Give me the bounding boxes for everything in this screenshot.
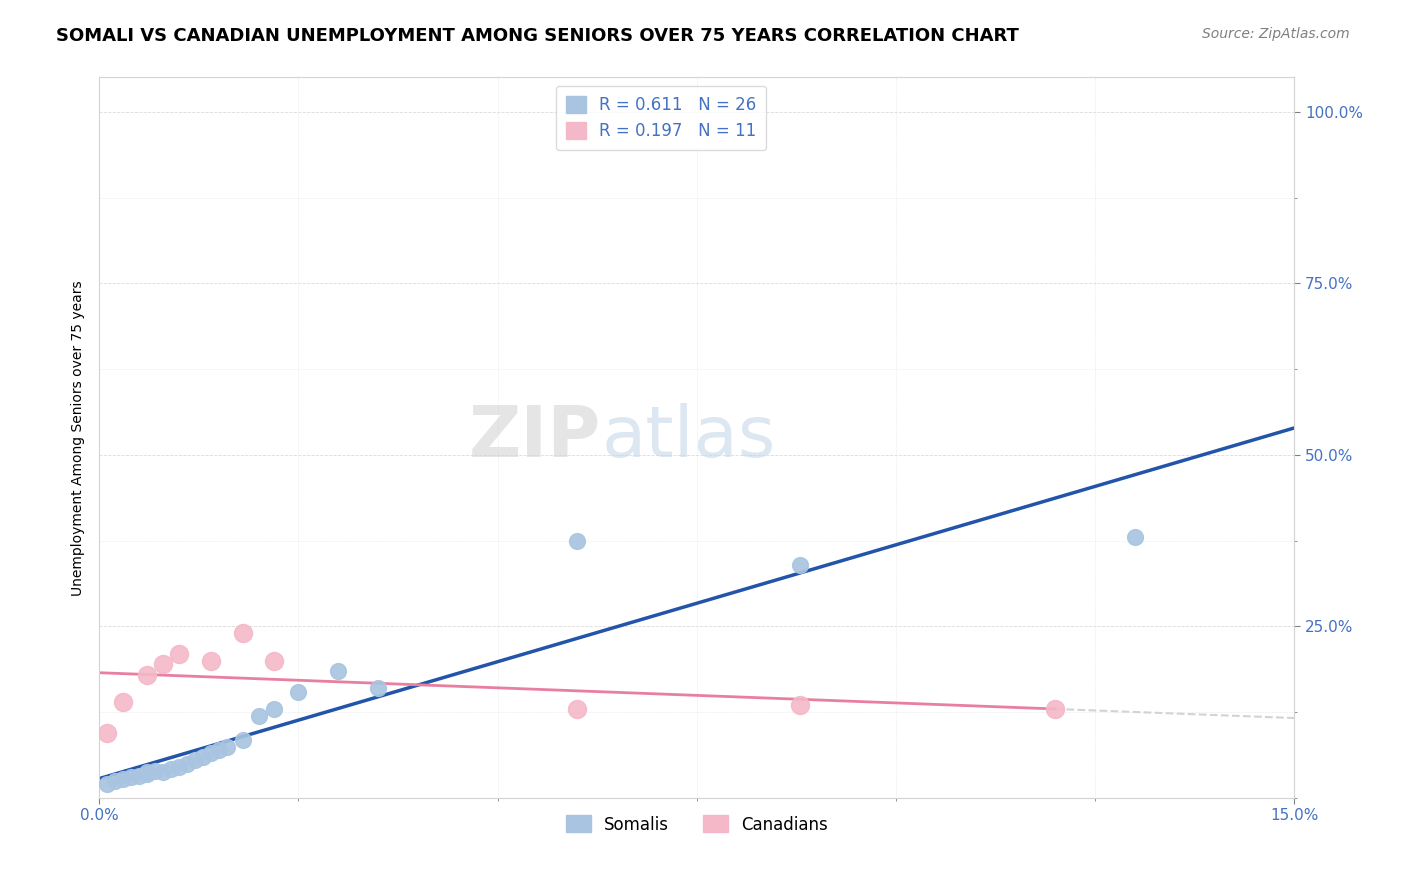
Point <box>112 695 135 709</box>
Point <box>1123 530 1146 544</box>
Text: ZIP: ZIP <box>470 403 602 472</box>
Point <box>143 764 166 778</box>
Point <box>136 667 159 681</box>
Point <box>136 767 159 781</box>
Point <box>247 708 270 723</box>
Point <box>567 533 589 548</box>
Point <box>215 739 238 754</box>
Point <box>200 654 222 668</box>
Point <box>789 558 811 572</box>
Point <box>152 657 174 672</box>
Point <box>191 750 214 764</box>
Point <box>96 726 118 740</box>
Point <box>128 769 150 783</box>
Point <box>167 760 190 774</box>
Text: atlas: atlas <box>602 403 776 472</box>
Point <box>112 772 135 786</box>
Point <box>104 773 127 788</box>
Point <box>1045 702 1067 716</box>
Point <box>160 762 183 776</box>
Point <box>208 743 231 757</box>
Point <box>232 626 254 640</box>
Point <box>200 747 222 761</box>
Legend: R = 0.611   N = 26, R = 0.197   N = 11: R = 0.611 N = 26, R = 0.197 N = 11 <box>555 86 766 151</box>
Point <box>152 764 174 779</box>
Point <box>263 654 285 668</box>
Point <box>287 684 309 698</box>
Point <box>367 681 389 696</box>
Text: SOMALI VS CANADIAN UNEMPLOYMENT AMONG SENIORS OVER 75 YEARS CORRELATION CHART: SOMALI VS CANADIAN UNEMPLOYMENT AMONG SE… <box>56 27 1019 45</box>
Point <box>96 777 118 791</box>
Point <box>263 702 285 716</box>
Point <box>167 647 190 661</box>
Y-axis label: Unemployment Among Seniors over 75 years: Unemployment Among Seniors over 75 years <box>72 280 86 596</box>
Point <box>328 664 350 678</box>
Text: Source: ZipAtlas.com: Source: ZipAtlas.com <box>1202 27 1350 41</box>
Point <box>120 771 142 785</box>
Point <box>567 702 589 716</box>
Point <box>176 756 198 771</box>
Point <box>184 753 207 767</box>
Point <box>789 698 811 713</box>
Point <box>136 764 159 779</box>
Point <box>232 732 254 747</box>
